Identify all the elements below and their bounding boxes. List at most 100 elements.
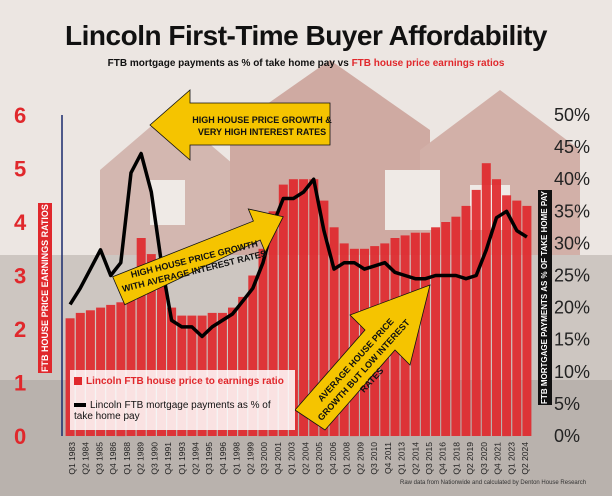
right-tick-label: 45% <box>554 137 590 157</box>
x-tick-label: Q4 1986 <box>108 442 118 475</box>
x-tick-label: Q2 1999 <box>245 442 255 475</box>
legend-item-line: Lincoln FTB mortgage payments as % of ta… <box>74 400 291 422</box>
mortgage-payment-line <box>68 151 528 339</box>
x-tick-label: Q2 1989 <box>136 442 146 475</box>
ratio-bar <box>309 179 319 436</box>
right-tick-label: 20% <box>554 298 590 318</box>
right-tick-label: 15% <box>554 330 590 350</box>
x-tick-label: Q1 2003 <box>287 442 297 475</box>
left-axis-title: FTB HOUSE PRICE EARNINGS RATIOS <box>38 203 52 373</box>
legend: Lincoln FTB house price to earnings rati… <box>70 370 295 430</box>
ratio-bar <box>268 211 278 436</box>
ratio-bar <box>146 254 156 436</box>
right-tick-label: 5% <box>554 394 580 414</box>
x-tick-label: Q1 1993 <box>177 442 187 475</box>
left-tick-label: 6 <box>14 103 26 128</box>
ratio-bar <box>461 205 471 436</box>
ratio-bar <box>136 238 146 436</box>
callout-1-line1: HIGH HOUSE PRICE GROWTH & <box>192 115 332 125</box>
ratio-bar <box>471 189 481 436</box>
ratio-bar <box>339 243 349 436</box>
x-tick-label: Q4 1991 <box>163 442 173 475</box>
legend-line-swatch <box>74 403 86 408</box>
x-tick-label: Q2 2014 <box>410 442 420 475</box>
right-axis-title: FTB MORTGAGE PAYMENTS AS % OF TAKE HOME … <box>538 190 552 405</box>
x-tick-label: Q2 2004 <box>300 442 310 475</box>
callout-arrow-1: HIGH HOUSE PRICE GROWTH & VERY HIGH INTE… <box>149 89 332 161</box>
ratio-bar <box>492 179 501 436</box>
chart-title: Lincoln First-Time Buyer Affordability <box>65 20 547 51</box>
source-note: Raw data from Nationwide and calculated … <box>400 480 587 486</box>
legend-bar-swatch <box>74 377 82 386</box>
ratio-bar <box>329 227 339 436</box>
right-tick-label: 30% <box>554 233 590 253</box>
x-tick-label: Q1 2023 <box>506 442 516 475</box>
callout-1-line2: VERY HIGH INTEREST RATES <box>198 127 326 137</box>
x-tick-label: Q1 1988 <box>122 442 132 475</box>
right-tick-label: 35% <box>554 201 590 221</box>
x-tick-label: Q1 2018 <box>452 442 462 475</box>
right-tick-label: 10% <box>554 362 590 382</box>
x-tick-label: Q3 1985 <box>94 442 104 475</box>
ratio-bar <box>451 216 461 436</box>
chart-subtitle: FTB mortgage payments as % of take home … <box>0 58 612 69</box>
x-tick-label: Q3 1995 <box>204 442 214 475</box>
ratio-bar <box>522 205 532 436</box>
x-tick-label: Q1 2013 <box>397 442 407 475</box>
legend-line-label: Lincoln FTB mortgage payments as % of ta… <box>74 400 271 422</box>
x-tick-label: Q4 2006 <box>328 442 338 475</box>
x-tick-label: Q3 2000 <box>259 442 269 475</box>
left-tick-label: 4 <box>14 210 27 235</box>
ratio-bar <box>278 184 288 436</box>
x-tick-label: Q4 2011 <box>383 442 393 474</box>
x-tick-label: Q2 2024 <box>520 442 530 475</box>
ratio-bar <box>299 179 309 436</box>
ratio-bar <box>481 163 491 436</box>
callout-arrow-2: HIGH HOUSE PRICE GROWTH WITH AVERAGE INT… <box>112 208 284 306</box>
x-tick-label: Q3 2005 <box>314 442 324 475</box>
ratio-bar <box>512 200 522 436</box>
right-tick-label: 25% <box>554 266 590 286</box>
legend-bar-label: Lincoln FTB house price to earnings rati… <box>86 376 284 387</box>
x-tick-label: Q4 2016 <box>438 442 448 475</box>
subtitle-mortgage-part: FTB mortgage payments as % of take home … <box>107 58 335 69</box>
ratio-bar <box>288 179 298 436</box>
ratio-bar <box>157 275 166 436</box>
subtitle-ratio-part: FTB house price earnings ratios <box>351 58 505 69</box>
x-tick-label: Q2 2009 <box>355 442 365 475</box>
x-tick-label: Q4 1996 <box>218 442 228 475</box>
left-tick-label: 3 <box>14 264 26 289</box>
x-tick-label: Q1 1998 <box>232 442 242 475</box>
ratio-bar <box>116 302 126 437</box>
ratio-bar <box>502 195 512 437</box>
subtitle-vs: vs <box>334 58 352 69</box>
left-tick-label: 2 <box>14 317 26 342</box>
left-tick-label: 1 <box>14 371 26 396</box>
left-tick-label: 5 <box>14 157 26 182</box>
right-tick-label: 0% <box>554 426 580 446</box>
x-tick-label: Q2 1984 <box>81 442 91 475</box>
x-tick-label: Q3 2015 <box>424 442 434 475</box>
x-tick-label: Q3 1990 <box>149 442 159 475</box>
ratio-bar <box>431 227 441 436</box>
x-tick-label: Q1 2008 <box>342 442 352 475</box>
right-tick-label: 40% <box>554 169 590 189</box>
right-tick-label: 50% <box>554 105 590 125</box>
x-tick-label: Q2 1994 <box>191 442 201 475</box>
legend-item-bars: Lincoln FTB house price to earnings rati… <box>74 376 291 387</box>
x-tick-label: Q4 2001 <box>273 442 283 475</box>
ratio-bar <box>441 222 451 436</box>
ratio-bar <box>126 275 136 436</box>
x-tick-label: Q3 2020 <box>479 442 489 475</box>
ratio-bar <box>420 232 430 436</box>
ratio-bar <box>258 248 268 437</box>
ratio-bar <box>238 296 248 436</box>
x-tick-label: Q3 2010 <box>369 442 379 475</box>
ratio-bar <box>319 200 329 436</box>
left-tick-label: 0 <box>14 424 26 449</box>
x-tick-label: Q4 2021 <box>493 442 503 475</box>
x-tick-label: Q1 1983 <box>67 442 77 475</box>
ratio-bar <box>248 275 258 436</box>
x-tick-label: Q2 2019 <box>465 442 475 475</box>
